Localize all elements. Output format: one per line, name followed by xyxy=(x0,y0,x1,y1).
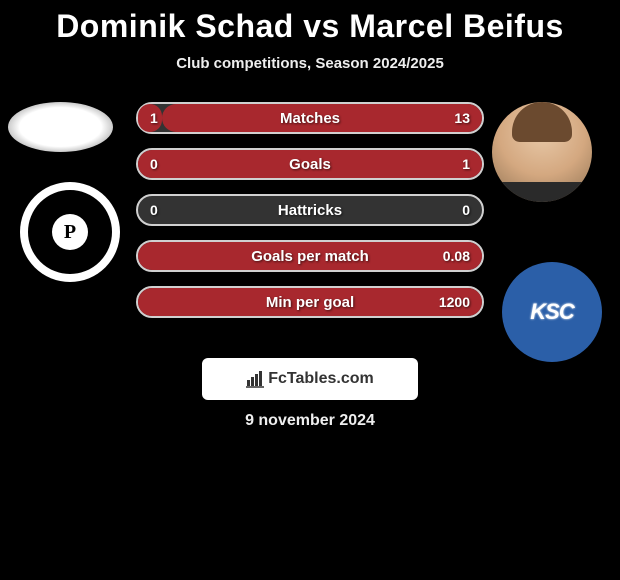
stat-label: Hattricks xyxy=(278,202,342,219)
stat-row: Goals per match 0.08 xyxy=(136,240,484,272)
page-title: Dominik Schad vs Marcel Beifus xyxy=(0,0,620,45)
stat-label: Goals per match xyxy=(251,248,369,265)
player2-avatar xyxy=(492,102,592,202)
stat-row: 0 Hattricks 0 xyxy=(136,194,484,226)
stat-value-right: 1 xyxy=(462,156,470,172)
stat-row: 0 Goals 1 xyxy=(136,148,484,180)
stat-value-right: 0 xyxy=(462,202,470,218)
stat-value-right: 0.08 xyxy=(443,248,470,264)
club-badge-text: KSC xyxy=(530,299,573,325)
stat-label: Goals xyxy=(289,156,331,173)
bar-chart-icon xyxy=(246,370,264,388)
date-text: 9 november 2024 xyxy=(0,412,620,430)
player1-club-badge: P xyxy=(20,182,120,282)
subtitle: Club competitions, Season 2024/2025 xyxy=(0,55,620,72)
stat-value-left: 1 xyxy=(150,110,158,126)
brand-box: FcTables.com xyxy=(202,358,418,400)
stat-value-right: 13 xyxy=(454,110,470,126)
stat-label: Matches xyxy=(280,110,340,127)
player2-club-badge: KSC xyxy=(502,262,602,362)
brand-text: FcTables.com xyxy=(268,370,374,388)
stat-value-left: 0 xyxy=(150,202,158,218)
stat-label: Min per goal xyxy=(266,294,354,311)
stat-value-left: 0 xyxy=(150,156,158,172)
stats-container: 1 Matches 13 0 Goals 1 0 Hattricks 0 Goals per ma… xyxy=(136,102,484,332)
player1-avatar xyxy=(8,102,113,152)
comparison-area: P KSC 1 Matches 13 0 Goals 1 0 Hattricks 0 Goals … xyxy=(0,102,620,362)
stat-value-right: 1200 xyxy=(439,294,470,310)
club-badge-ring: P xyxy=(28,190,112,274)
stat-row: 1 Matches 13 xyxy=(136,102,484,134)
stat-row: Min per goal 1200 xyxy=(136,286,484,318)
club-badge-letter: P xyxy=(52,214,88,250)
